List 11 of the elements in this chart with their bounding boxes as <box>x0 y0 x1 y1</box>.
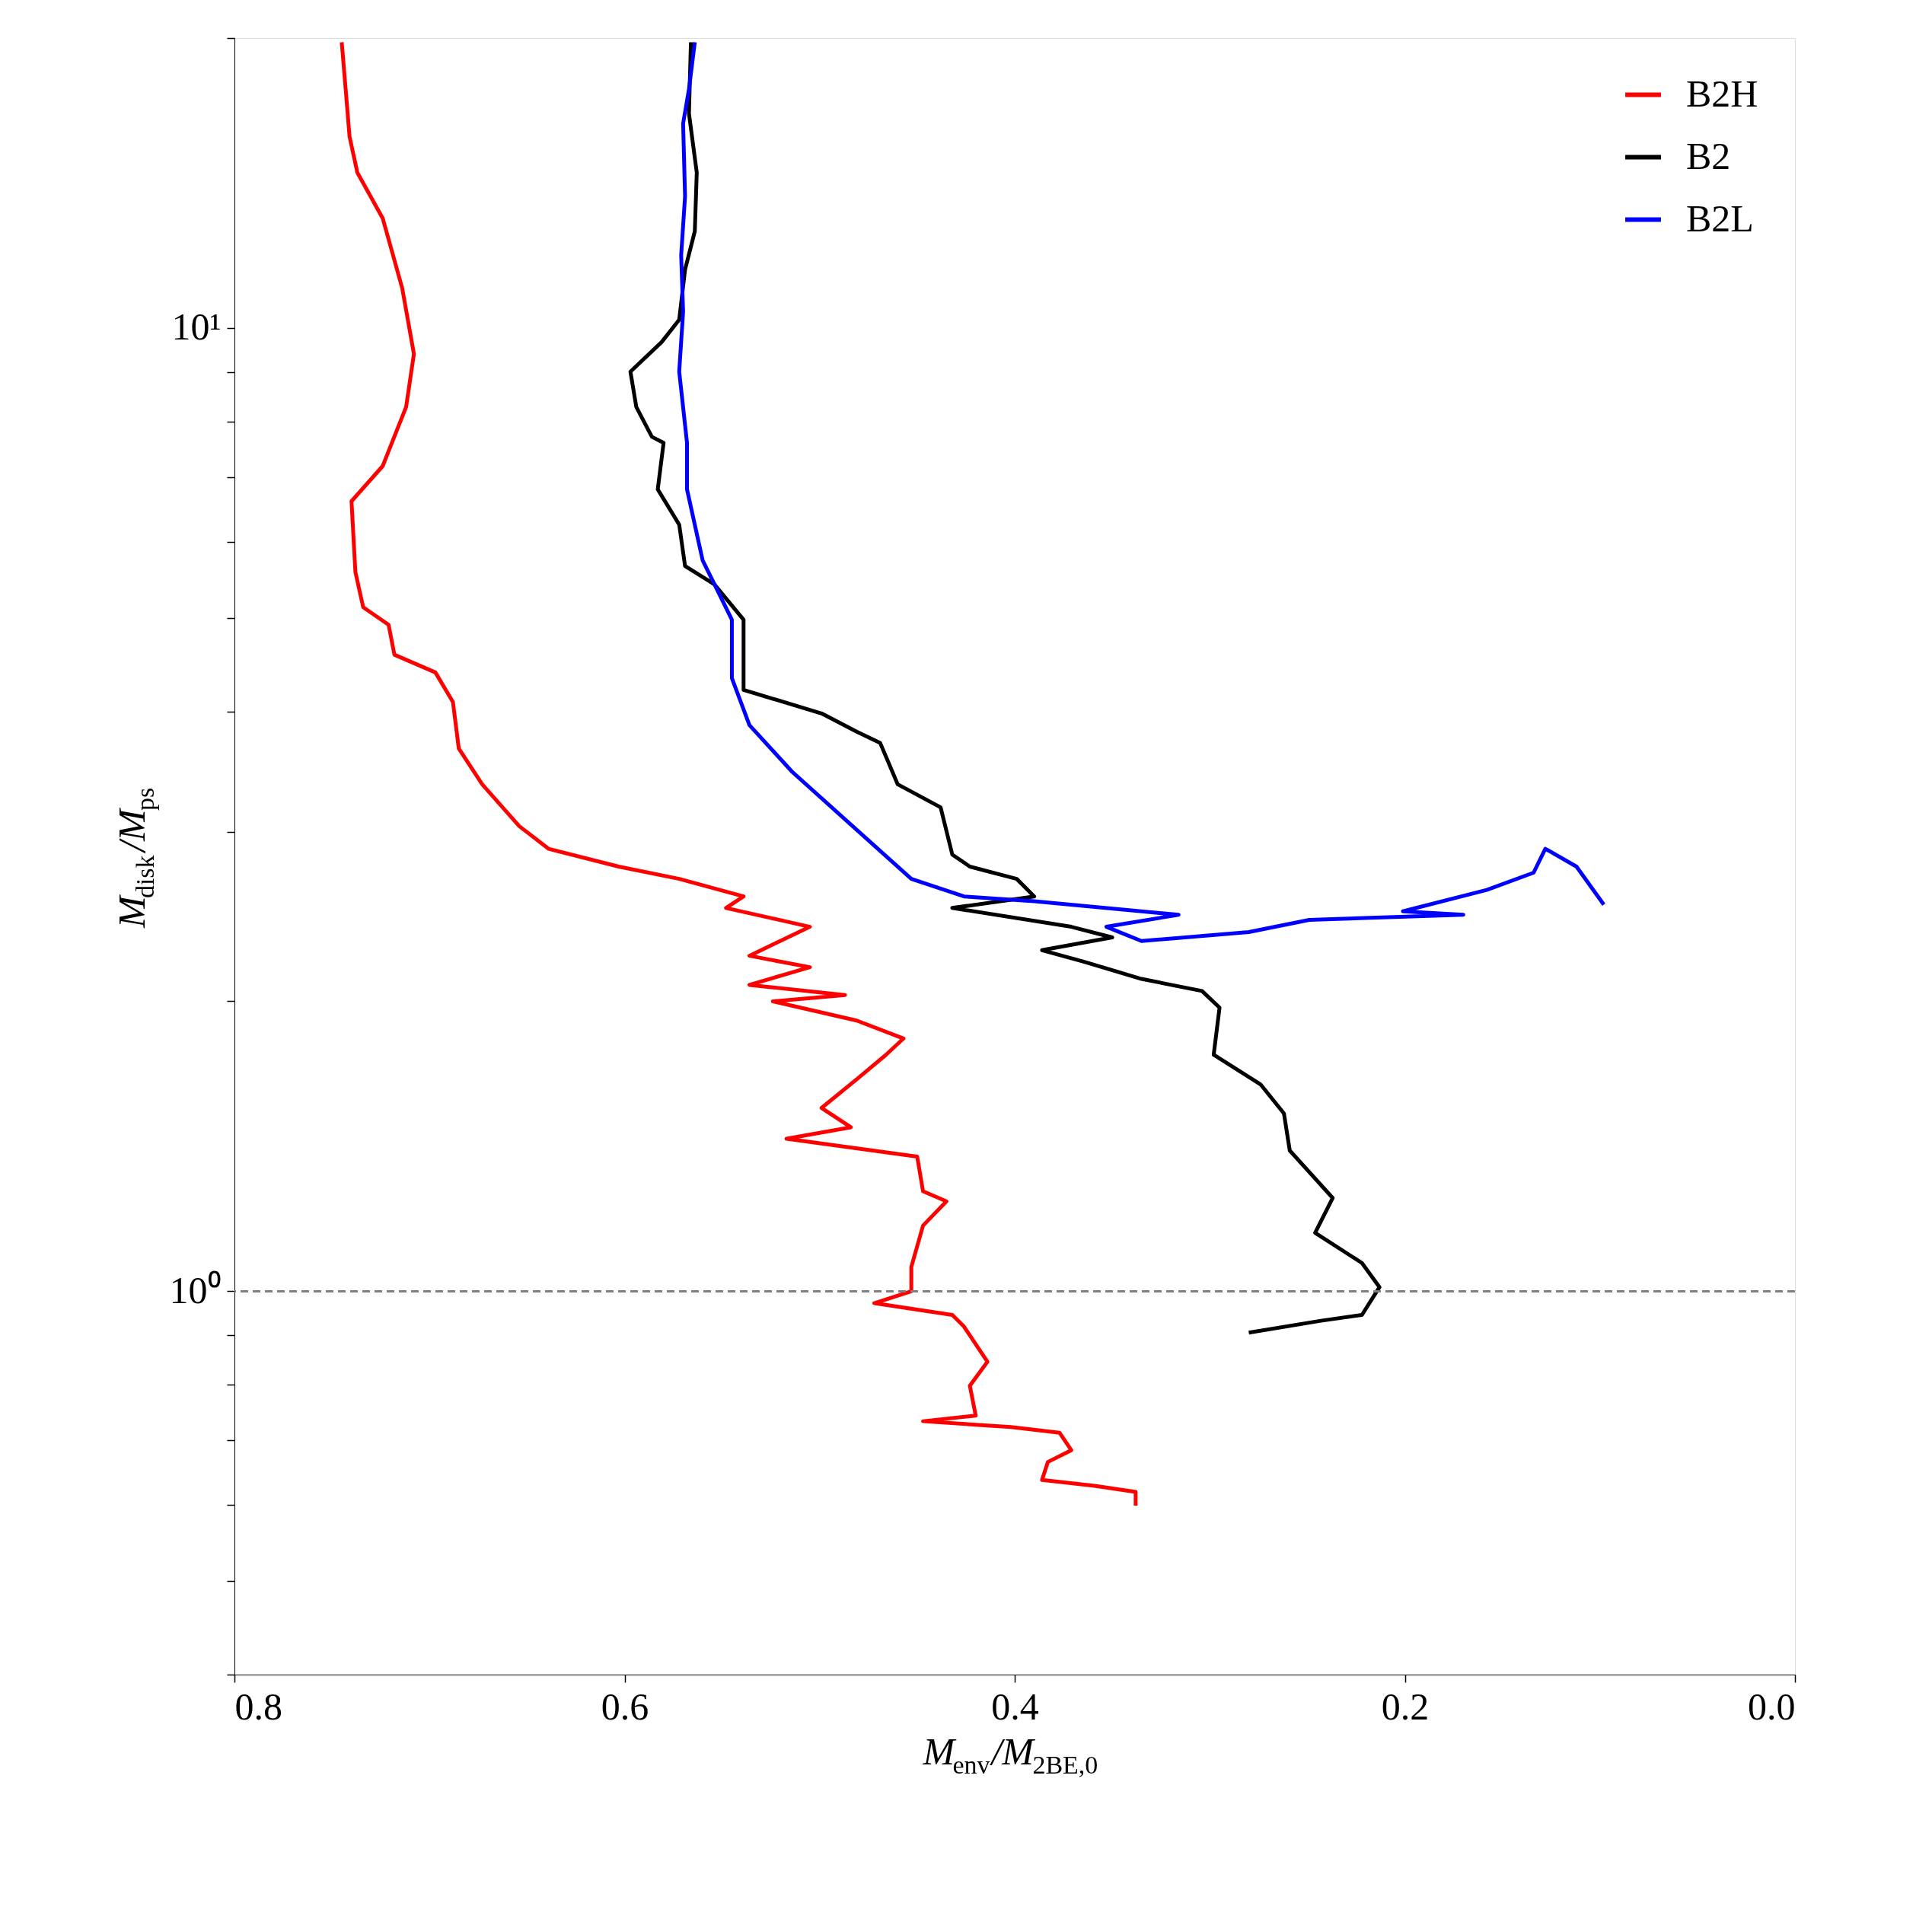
y-tick-label: 10⁰ <box>169 1268 222 1312</box>
x-tick-label: 0.8 <box>234 1684 282 1728</box>
x-tick-label: 0.4 <box>991 1684 1039 1728</box>
legend-label: B2H <box>1686 72 1758 115</box>
x-tick-label: 0.2 <box>1381 1684 1430 1728</box>
legend-label: B2 <box>1686 134 1731 177</box>
y-tick-label: 10¹ <box>171 305 222 349</box>
x-tick-label: 0.6 <box>601 1684 649 1728</box>
legend-label: B2L <box>1686 196 1754 240</box>
y-axis-title: Mdisk/Mps <box>110 787 159 929</box>
x-tick-label: 0.0 <box>1748 1684 1796 1728</box>
